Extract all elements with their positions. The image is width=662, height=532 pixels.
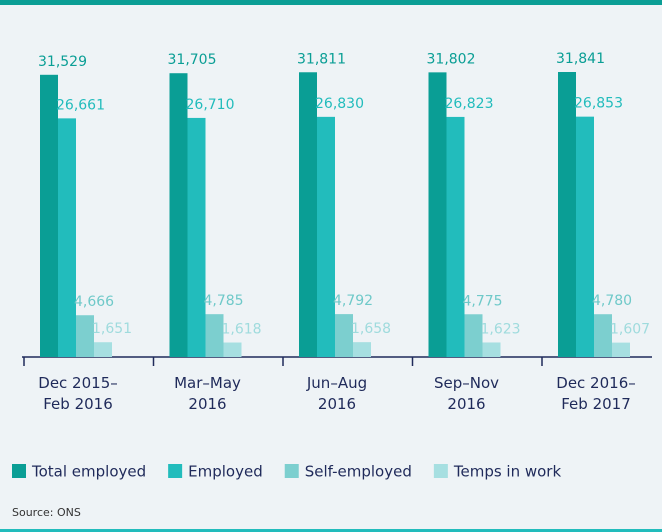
bar	[223, 342, 242, 357]
bar	[353, 342, 371, 357]
x-tick-line: Dec 2016–	[556, 374, 635, 392]
value-label: 1,658	[351, 321, 391, 337]
bar	[205, 314, 224, 357]
value-label: 31,529	[38, 54, 87, 70]
legend-label: Employed	[188, 463, 263, 481]
x-tick-line: 2016	[318, 395, 356, 413]
value-label: 4,792	[333, 293, 373, 309]
bar	[58, 118, 76, 357]
x-tick-line: Feb 2016	[43, 395, 113, 413]
bar	[187, 117, 206, 357]
bar	[76, 315, 94, 357]
legend-swatch	[12, 464, 26, 478]
top-border	[0, 0, 662, 5]
bar	[299, 72, 317, 357]
bar	[169, 73, 188, 358]
bottom-border	[0, 529, 662, 532]
value-label: 4,780	[592, 293, 632, 309]
value-label: 1,651	[92, 321, 132, 337]
bar	[612, 342, 630, 357]
value-label: 26,830	[315, 96, 364, 112]
x-tick-label: Dec 2015– Feb 2016	[38, 374, 117, 413]
legend-swatch	[433, 464, 448, 478]
bar	[40, 74, 58, 357]
bar	[594, 314, 612, 357]
bar	[576, 116, 594, 357]
bar	[428, 72, 447, 358]
legend-label: Self-employed	[305, 463, 412, 481]
value-label: 31,802	[427, 51, 476, 67]
value-label: 26,661	[56, 97, 105, 113]
x-tick-line: Feb 2017	[561, 395, 631, 413]
value-label: 4,666	[74, 294, 114, 310]
source: Source: ONS	[12, 506, 81, 519]
x-tick-line: Jun–Aug	[306, 374, 367, 392]
x-tick-label: Dec 2016– Feb 2017	[556, 374, 635, 413]
x-tick-line: Mar–May	[174, 374, 241, 392]
bar	[482, 342, 501, 357]
bar	[94, 342, 112, 357]
value-label: 31,705	[168, 52, 217, 68]
value-label: 26,710	[186, 97, 235, 113]
legend-swatch	[168, 464, 183, 478]
x-tick-label: Jun–Aug 2016	[306, 374, 367, 413]
value-label: 1,607	[610, 322, 650, 338]
value-label: 4,785	[204, 293, 244, 309]
value-label: 4,775	[463, 293, 503, 309]
value-label: 1,623	[481, 321, 521, 337]
legend-swatch	[284, 464, 299, 478]
value-label: 31,841	[556, 51, 605, 67]
value-label: 26,853	[574, 96, 623, 112]
value-label: 26,823	[445, 96, 494, 112]
x-tick-label: Mar–May 2016	[174, 374, 241, 413]
value-label: 31,811	[297, 51, 346, 67]
value-label: 1,618	[222, 322, 262, 338]
bar	[558, 72, 576, 357]
x-tick-line: 2016	[447, 395, 485, 413]
legend-label: Total employed	[31, 463, 146, 481]
x-tick-line: Dec 2015–	[38, 374, 117, 392]
bar	[317, 116, 335, 357]
bar	[446, 116, 465, 357]
x-tick-label: Sep–Nov 2016	[434, 374, 499, 413]
x-tick-line: 2016	[188, 395, 226, 413]
legend-label: Temps in work	[453, 463, 562, 481]
x-tick-line: Sep–Nov	[434, 374, 499, 392]
bar	[464, 314, 483, 357]
bar	[335, 314, 353, 357]
